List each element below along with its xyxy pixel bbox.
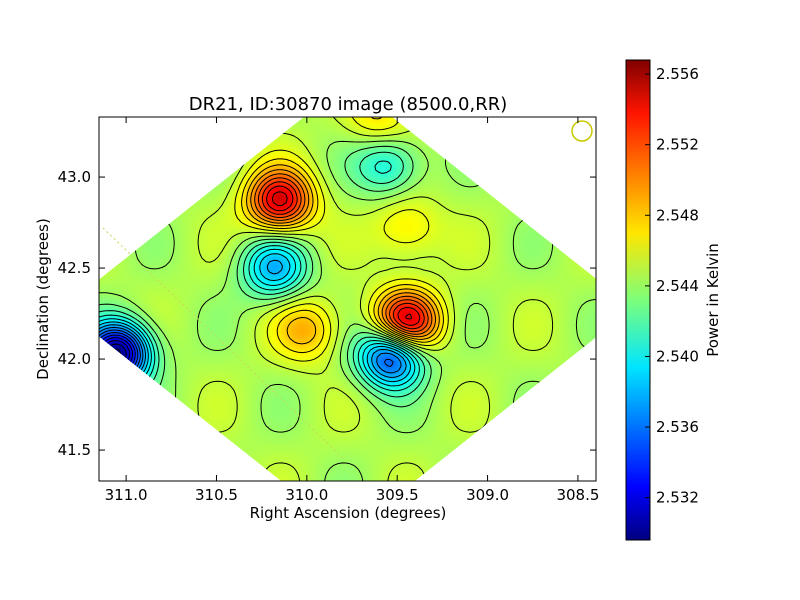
- y-tick-label: 42.5: [58, 259, 91, 277]
- y-tick-label: 42.0: [58, 350, 91, 368]
- x-tick-label: 310.5: [195, 486, 238, 504]
- y-axis-label: Declination (degrees): [34, 218, 52, 380]
- colorbar-axis: 2.532 2.536 2.540 2.544 2.548 2.552 2.556: [645, 65, 699, 507]
- colorbar-tick-label: 2.552: [656, 136, 699, 154]
- x-tick-label: 309.5: [376, 486, 419, 504]
- beam-marker: [571, 120, 593, 142]
- x-axis: 311.0 310.5 310.0 309.5 309.0 308.5: [105, 117, 599, 504]
- y-tick-label: 41.5: [58, 441, 91, 459]
- colorbar-tick-label: 2.532: [656, 489, 699, 507]
- x-axis-label: Right Ascension (degrees): [250, 504, 447, 522]
- colorbar-tick-label: 2.540: [656, 347, 699, 365]
- colorbar-tick-label: 2.548: [656, 206, 699, 224]
- x-tick-label: 310.0: [285, 486, 328, 504]
- y-axis: 41.5 42.0 42.5 43.0: [58, 168, 596, 459]
- survey-guide-line: [102, 227, 346, 461]
- chart-title: DR21, ID:30870 image (8500.0,RR): [189, 94, 507, 115]
- colorbar-tick-label: 2.536: [656, 418, 699, 436]
- x-tick-label: 308.5: [556, 486, 599, 504]
- colorbar: [625, 59, 651, 541]
- x-tick-label: 311.0: [105, 486, 148, 504]
- colorbar-tick-label: 2.544: [656, 277, 699, 295]
- plot-frame: [98, 116, 597, 482]
- colorbar-tick-label: 2.556: [656, 65, 699, 83]
- x-tick-label: 309.0: [466, 486, 509, 504]
- colorbar-label: Power in Kelvin: [704, 243, 722, 357]
- y-tick-label: 43.0: [58, 168, 91, 186]
